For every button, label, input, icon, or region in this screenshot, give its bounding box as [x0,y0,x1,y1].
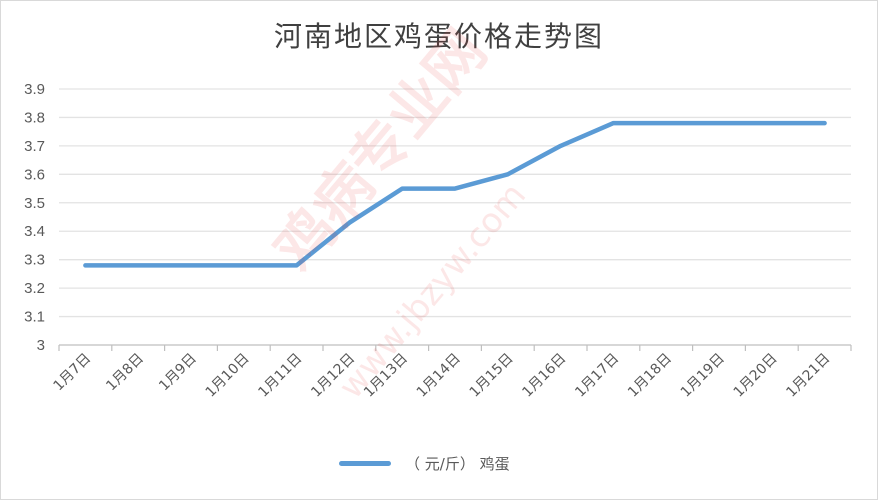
x-tick-label: 1月7日 [51,351,95,395]
price-line [83,120,827,268]
x-tick-label: 1月17日 [572,351,622,401]
y-tick-label: 3.6 [24,166,45,183]
y-tick-label: 3.8 [24,109,45,126]
y-tick-label: 3.1 [24,309,45,326]
y-tick-label: 3.9 [24,81,45,98]
x-tick-label: 1月14日 [414,351,464,401]
x-tick-label: 1月19日 [678,351,728,401]
x-tick-label: 1月8日 [103,351,147,395]
x-tick-label: 1月11日 [255,351,305,401]
x-tick-label: 1月16日 [519,351,569,401]
x-tick-label: 1月21日 [783,351,833,401]
y-tick-label: 3 [37,337,45,354]
x-tick-label: 1月18日 [625,351,675,401]
y-tick-label: 3.5 [24,195,45,212]
x-tick-label: 1月10日 [203,351,253,401]
x-tick-label: 1月15日 [467,351,517,401]
chart-title: 河南地区鸡蛋价格走势图 [273,20,604,53]
legend-label: （ 元/斤） 鸡蛋 [405,455,510,473]
x-tick-label: 1月9日 [156,351,200,395]
x-tick-label: 1月13日 [361,351,411,401]
y-tick-label: 3.3 [24,252,45,269]
y-tick-label: 3.4 [24,223,45,240]
x-tick-label: 1月20日 [731,351,781,401]
legend-line-swatch [339,461,391,466]
y-tick-label: 3.7 [24,138,45,155]
chart-legend: （ 元/斤） 鸡蛋 [339,453,510,474]
y-tick-label: 3.2 [24,280,45,297]
x-tick-label: 1月12日 [308,351,358,401]
